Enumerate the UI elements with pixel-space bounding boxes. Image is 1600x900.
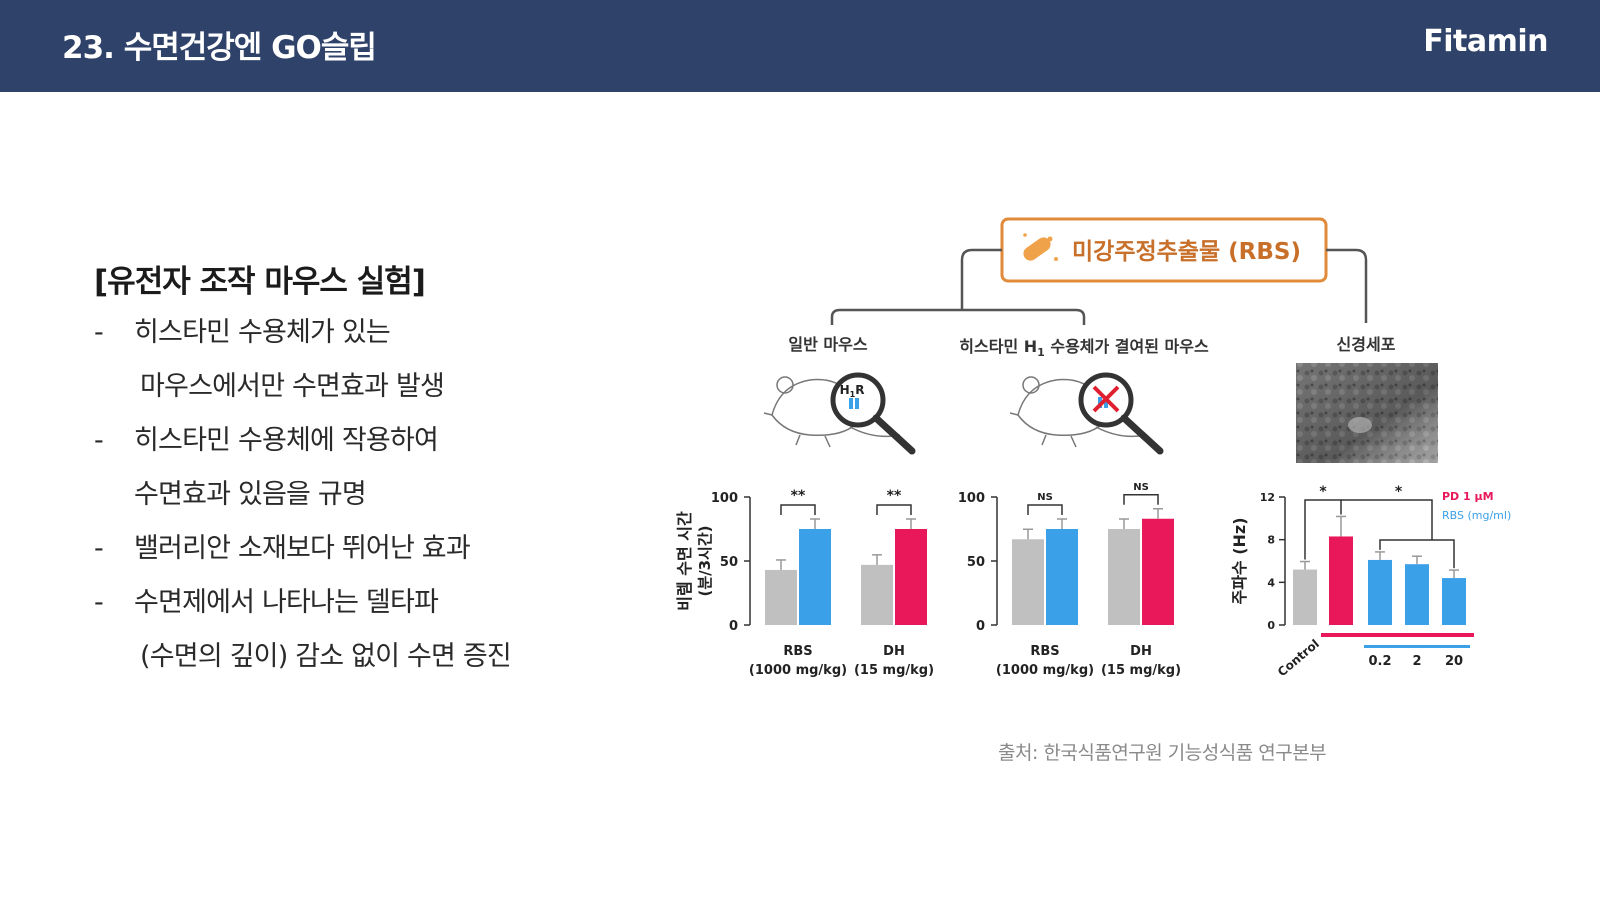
x-group-sublabel: (15 mg/kg) xyxy=(1101,663,1181,678)
significance-bracket xyxy=(1027,504,1063,515)
group-label-normal: 일반 마우스 xyxy=(788,335,867,354)
significance-bracket xyxy=(1123,494,1159,505)
y-axis-label: 주파수 (Hz) xyxy=(1230,517,1249,604)
significance-bracket xyxy=(1304,499,1342,560)
section-heading: [유전자 조작 마우스 실험] xyxy=(94,264,426,300)
significance-label: * xyxy=(1395,484,1403,500)
significance-label: NS xyxy=(1133,482,1149,493)
y-tick-label: 0 xyxy=(729,619,738,634)
x-group-sublabel: (1000 mg/kg) xyxy=(749,663,847,678)
treatment-bar-rbs xyxy=(1364,645,1470,648)
legend-pd: PD 1 μM xyxy=(1442,490,1494,503)
group-label-knockout-sub: 1 xyxy=(1037,346,1045,359)
x-group-label: DH xyxy=(1130,644,1152,659)
chart-nrem-normal: 0 50 100 비렘 수면 시간 (분/3시간) ** RBS (1000 mg/kg) **… xyxy=(675,488,934,678)
x-label-dose: 20 xyxy=(1445,654,1463,669)
page-title: 23. 수면건강엔 GO슬립 xyxy=(62,30,377,66)
group-label-knockout-a: 히스타민 H xyxy=(959,337,1037,356)
pill-icon xyxy=(1023,233,1058,261)
bar-control xyxy=(765,569,797,625)
x-group-label: RBS xyxy=(783,644,812,659)
bar-control xyxy=(861,564,893,625)
connector-left xyxy=(960,248,1002,310)
header-bar: 23. 수면건강엔 GO슬립 Fitamin xyxy=(0,0,1600,92)
y-tick-label: 50 xyxy=(720,555,738,570)
magnifier-crossed-icon xyxy=(1078,372,1164,455)
bar xyxy=(1293,569,1317,625)
bar xyxy=(1329,536,1353,625)
bar-treated xyxy=(1142,518,1174,625)
magnifier-icon: H1R xyxy=(830,372,916,455)
group-label-neuron: 신경세포 xyxy=(1337,335,1396,354)
group-label-knockout-b: 수용체가 결여된 마우스 xyxy=(1045,337,1209,356)
receptor-label-h: H xyxy=(840,383,850,397)
extract-box: 미강주정추출물 (RBS) xyxy=(1000,217,1328,283)
treatment-bar-pd xyxy=(1321,633,1474,637)
significance-label: ** xyxy=(887,488,902,504)
bar xyxy=(1442,578,1466,625)
bullet-text: 수면효과 있음을 규명 xyxy=(134,479,367,510)
significance-label: ** xyxy=(791,488,806,504)
connector-right xyxy=(1326,248,1368,323)
connector-split xyxy=(830,308,1086,325)
bullet-text: 히스타민 수용체가 있는 xyxy=(134,317,391,348)
y-tick-label: 4 xyxy=(1267,576,1275,589)
bar-treated xyxy=(799,529,831,625)
y-tick-label: 100 xyxy=(958,491,985,506)
bullet-dash: - xyxy=(94,587,104,618)
bar-treated xyxy=(1046,529,1078,625)
y-axis-label-unit: (분/3시간) xyxy=(696,525,714,596)
significance-bracket xyxy=(1379,539,1455,569)
bar-control xyxy=(1012,539,1044,625)
bullet-dash: - xyxy=(94,317,104,348)
x-label-dose: 0.2 xyxy=(1368,654,1391,669)
bullet-dash: - xyxy=(94,533,104,564)
y-tick-label: 12 xyxy=(1260,491,1275,504)
source-caption: 출처: 한국식품연구원 기능성식품 연구본부 xyxy=(998,742,1327,764)
y-tick-label: 50 xyxy=(967,555,985,570)
bar xyxy=(1368,559,1392,625)
research-figure: 미강주정추출물 (RBS) 일반 마우스 히스타민 H1 수용체가 결여된 마우… xyxy=(660,215,1560,695)
x-group-label: DH xyxy=(883,644,905,659)
brand-logo: Fitamin xyxy=(1423,24,1548,59)
y-tick-label: 0 xyxy=(1267,619,1275,632)
bullet-dash: - xyxy=(94,425,104,456)
bullet-text: 수면제에서 나타나는 델타파 xyxy=(134,587,439,618)
receptor-label: H1R xyxy=(840,383,865,399)
bullet-text: 마우스에서만 수면효과 발생 xyxy=(140,371,445,402)
y-tick-label: 0 xyxy=(976,619,985,634)
bullet-text: (수면의 깊이) 감소 없이 수면 증진 xyxy=(140,641,512,672)
receptor-label-sub: 1 xyxy=(850,390,856,399)
x-label-control: Control xyxy=(1275,637,1322,680)
bar-control xyxy=(1108,529,1140,625)
y-axis-label: 비렘 수면 시간 xyxy=(675,511,694,611)
bar xyxy=(1405,564,1429,625)
significance-bracket xyxy=(1341,499,1433,540)
significance-bracket xyxy=(876,504,912,515)
group-label-knockout: 히스타민 H1 수용체가 결여된 마우스 xyxy=(959,337,1209,359)
bullet-text: 밸러리안 소재보다 뛰어난 효과 xyxy=(134,533,471,564)
bar-treated xyxy=(895,529,927,625)
significance-label: NS xyxy=(1037,492,1053,503)
x-group-label: RBS xyxy=(1030,644,1059,659)
y-tick-label: 100 xyxy=(711,491,738,506)
x-group-sublabel: (15 mg/kg) xyxy=(854,663,934,678)
chart-frequency: 0 4 8 12 주파수 (Hz) * * Control 0.2 2 20 PD 1 μM RBS (… xyxy=(1230,484,1511,679)
x-group-sublabel: (1000 mg/kg) xyxy=(996,663,1094,678)
receptor-label-r: R xyxy=(855,383,864,397)
bullet-text: 히스타민 수용체에 작용하여 xyxy=(134,425,439,456)
y-tick-label: 8 xyxy=(1267,534,1275,547)
extract-box-label: 미강주정추출물 (RBS) xyxy=(1072,239,1301,265)
legend-rbs: RBS (mg/ml) xyxy=(1442,509,1511,522)
figure-svg: 미강주정추출물 (RBS) 일반 마우스 히스타민 H1 수용체가 결여된 마우… xyxy=(675,217,1511,679)
significance-label: * xyxy=(1319,484,1327,500)
chart-nrem-knockout: 0 50 100 NS RBS (1000 mg/kg) NS DH (15 mg/kg) xyxy=(958,482,1181,678)
neuron-micrograph xyxy=(1296,363,1438,463)
significance-bracket xyxy=(780,504,816,515)
x-label-dose: 2 xyxy=(1412,654,1421,669)
